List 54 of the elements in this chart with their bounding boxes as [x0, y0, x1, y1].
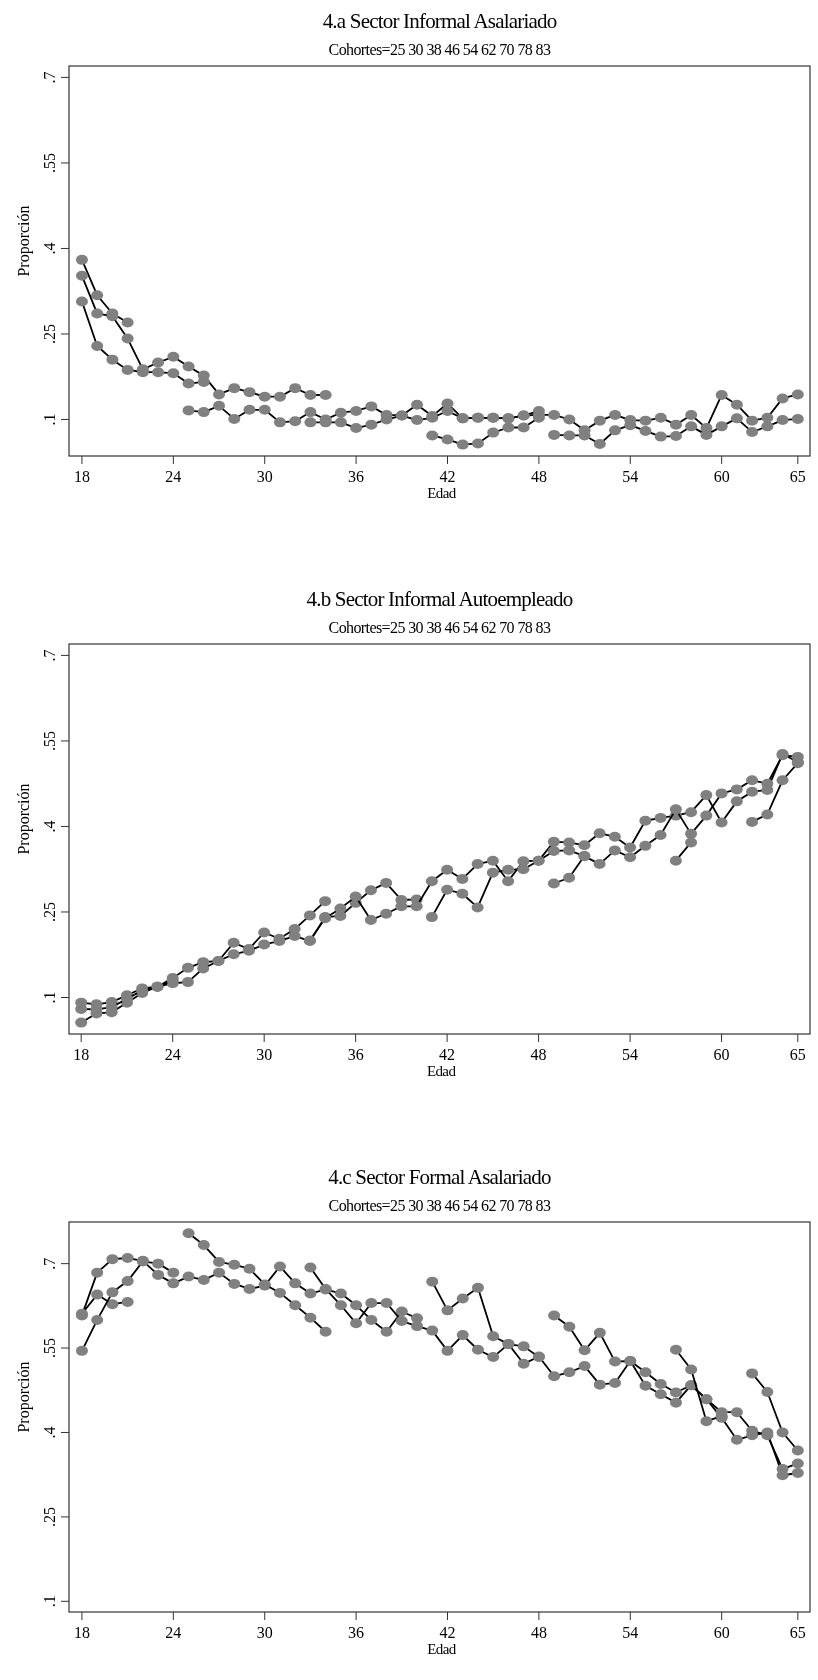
x-tick-label: 54	[622, 1046, 639, 1063]
y-tick-label: .4	[41, 1426, 58, 1439]
y-tick-label: .7	[41, 71, 58, 84]
y-axis-title: Proporción	[15, 205, 33, 277]
chart-title: 4.c Sector Formal Asalariado	[328, 1165, 552, 1189]
x-tick-label: 36	[348, 1624, 365, 1641]
y-tick-label: .7	[41, 649, 58, 662]
x-tick-label: 48	[530, 468, 547, 485]
y-tick-label: .7	[41, 1257, 58, 1270]
x-tick-label: 24	[165, 468, 182, 485]
x-tick-label: 42	[439, 468, 456, 485]
y-tick-label: .25	[41, 901, 58, 922]
x-tick-label: 30	[256, 1046, 273, 1063]
x-tick-label: 54	[622, 1624, 639, 1641]
x-tick-label: 36	[348, 468, 365, 485]
x-tick-label: 65	[789, 1046, 806, 1063]
x-tick-label: 24	[164, 1046, 181, 1063]
y-tick-label: .1	[41, 413, 58, 426]
x-tick-label: 60	[713, 1046, 730, 1063]
y-tick-label: .4	[41, 242, 58, 255]
chart-title: 4.a Sector Informal Asalariado	[322, 9, 557, 33]
y-tick-label: .4	[41, 820, 58, 833]
x-axis-title: Edad	[427, 485, 457, 501]
y-tick-label: .25	[41, 323, 58, 344]
x-tick-label: 30	[256, 468, 273, 485]
chart-subtitle: Cohortes=25 30 38 46 54 62 70 78 83	[328, 619, 551, 636]
x-tick-label: 42	[439, 1624, 456, 1641]
x-tick-label: 18	[73, 468, 90, 485]
x-tick-label: 18	[73, 1624, 90, 1641]
x-tick-label: 24	[165, 1624, 182, 1641]
y-axis-title: Proporción	[15, 783, 33, 855]
y-tick-label: .55	[41, 1338, 58, 1359]
x-tick-label: 36	[347, 1046, 364, 1063]
x-tick-label: 42	[439, 1046, 456, 1063]
y-tick-label: .1	[41, 1595, 58, 1608]
x-tick-label: 48	[530, 1046, 547, 1063]
x-tick-label: 60	[713, 468, 730, 485]
x-tick-label: 54	[622, 468, 639, 485]
x-tick-label: 65	[789, 1624, 806, 1641]
y-tick-label: .55	[41, 152, 58, 173]
y-tick-label: .1	[41, 991, 58, 1004]
x-tick-label: 60	[713, 1624, 730, 1641]
x-axis-title: Edad	[427, 1641, 457, 1657]
x-tick-label: 65	[789, 468, 806, 485]
y-axis-title: Proporción	[15, 1361, 33, 1433]
x-tick-label: 48	[530, 1624, 547, 1641]
chart-subtitle: Cohortes=25 30 38 46 54 62 70 78 83	[328, 1197, 551, 1214]
y-tick-label: .55	[41, 730, 58, 751]
x-tick-label: 18	[73, 1046, 90, 1063]
chart-subtitle: Cohortes=25 30 38 46 54 62 70 78 83	[328, 41, 551, 58]
x-axis-title: Edad	[426, 1063, 457, 1079]
y-tick-label: .25	[41, 1506, 58, 1527]
chart-title: 4.b Sector Informal Autoempleado	[306, 587, 573, 611]
x-tick-label: 30	[256, 1624, 273, 1641]
